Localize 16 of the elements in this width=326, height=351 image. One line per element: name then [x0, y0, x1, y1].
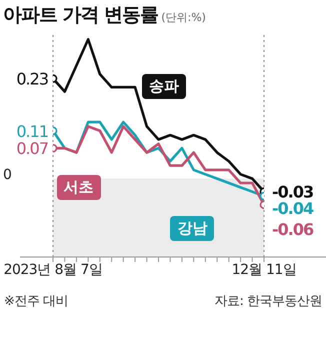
- series-label: 서초: [56, 174, 101, 200]
- data-label: -0.04: [272, 199, 314, 218]
- text: 강남: [170, 216, 214, 242]
- text: ※전주 대비: [4, 293, 68, 310]
- data-label: -0.06: [272, 220, 314, 239]
- data-label: 0.11: [16, 122, 48, 141]
- text: 자료: 한국부동산원: [214, 293, 322, 310]
- text: 0: [3, 166, 12, 183]
- data-label: -0.03: [272, 182, 314, 202]
- data-label: 0.23: [16, 70, 48, 89]
- x-tick-label: 12월 11일: [232, 262, 296, 278]
- x-tick-label: 2023년 8월 7일: [4, 262, 102, 278]
- series-label: 송파: [142, 74, 186, 100]
- chart-title: 아파트 가격 변동률: [3, 4, 158, 26]
- chart-subtitle: (단위:%): [161, 11, 206, 24]
- data-label: 0.07: [16, 139, 48, 158]
